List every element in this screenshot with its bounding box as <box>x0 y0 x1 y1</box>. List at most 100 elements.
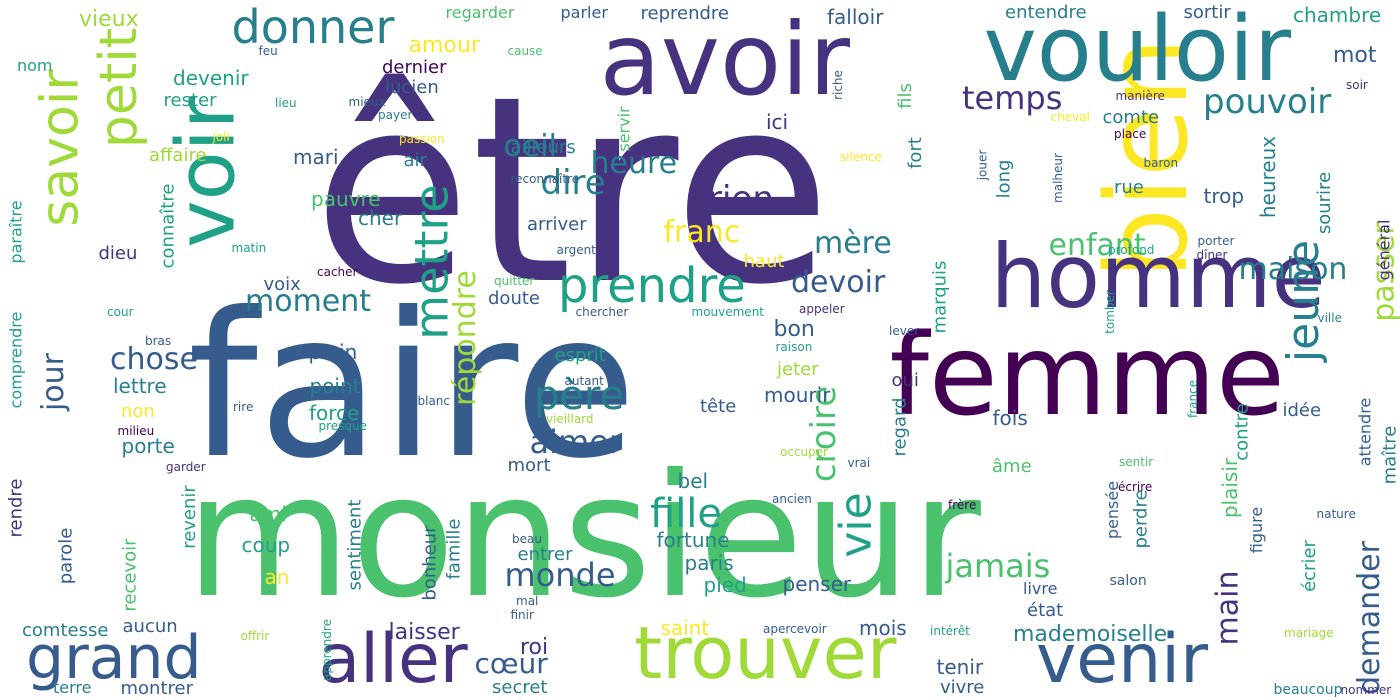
word: aucun <box>122 616 178 637</box>
word: nommer <box>1340 683 1392 697</box>
word: bonheur <box>419 525 441 601</box>
word: lever <box>889 324 920 338</box>
word: tête <box>700 396 737 417</box>
word: cher <box>358 206 403 230</box>
word: demander <box>1351 541 1387 695</box>
word: terre <box>53 678 92 697</box>
word: presque <box>318 419 368 433</box>
word: lieu <box>275 96 297 110</box>
word: attendre <box>1354 397 1374 467</box>
word: malheur <box>1050 153 1065 203</box>
word: idée <box>1282 400 1322 421</box>
word: falloir <box>827 5 884 29</box>
word: devoir <box>791 265 886 300</box>
word: long <box>992 159 1014 199</box>
word: rue <box>1114 177 1144 198</box>
word: donner <box>231 0 395 54</box>
word: beau <box>512 532 542 546</box>
word: mois <box>859 616 907 640</box>
word: silence <box>840 150 882 164</box>
word: cause <box>507 44 543 58</box>
word: raison <box>775 340 813 354</box>
word: doute <box>488 288 540 309</box>
word: nom <box>17 56 53 75</box>
word: heureux <box>1256 135 1281 219</box>
word: regarder <box>445 3 515 22</box>
word: arriver <box>527 214 587 235</box>
word: occuper <box>780 445 829 459</box>
word: figure <box>1247 506 1267 554</box>
word: âme <box>992 456 1032 477</box>
word: famille <box>442 518 464 580</box>
word: moment <box>245 284 372 319</box>
word: rendre <box>5 478 26 538</box>
word: penser <box>782 572 852 596</box>
word: mourir <box>764 383 831 407</box>
word: roi <box>520 635 549 660</box>
word: dîner <box>1196 248 1228 262</box>
word: vie <box>830 492 882 558</box>
word: servir <box>614 106 634 152</box>
word: bel <box>677 469 709 493</box>
word: sourire <box>1314 171 1336 235</box>
word: main <box>1209 570 1245 646</box>
word: beaucoup <box>1273 682 1343 698</box>
word: mal <box>516 594 539 608</box>
word: cœur <box>474 647 548 680</box>
word: général <box>1373 219 1393 281</box>
word: an <box>264 565 290 589</box>
word: entendre <box>1005 2 1087 23</box>
word: vivre <box>940 677 985 698</box>
word: comtesse <box>22 620 109 641</box>
word: fille <box>650 491 723 537</box>
word: affaire <box>149 145 207 166</box>
word: écrier <box>1298 540 1320 592</box>
word: ville <box>1317 311 1343 325</box>
word: regard <box>889 397 911 457</box>
word: ancien <box>772 492 812 506</box>
word: argent <box>556 243 596 257</box>
word: femme <box>889 311 1285 441</box>
word: baron <box>1143 156 1179 170</box>
word: contre <box>1231 403 1253 461</box>
word: enfant <box>1048 228 1146 263</box>
word: vieux <box>79 7 139 32</box>
word: prendre <box>558 258 746 314</box>
word: reconnaître <box>510 172 580 186</box>
word: fort <box>904 137 926 169</box>
word: jouer <box>974 149 989 181</box>
word: connaître <box>156 183 178 269</box>
word: pied <box>703 573 747 597</box>
word: haut <box>743 251 785 272</box>
word: mieux <box>348 95 386 109</box>
word: coup <box>241 533 291 557</box>
word: dire <box>540 163 606 203</box>
word: rester <box>163 90 217 111</box>
word: porte <box>121 434 175 458</box>
word: jour <box>36 352 72 412</box>
word: lettre <box>113 374 167 398</box>
word: point <box>309 374 361 398</box>
word: comprendre <box>5 311 25 409</box>
word: venir <box>1036 620 1209 699</box>
word: appeler <box>799 302 845 316</box>
word: aller <box>318 620 468 699</box>
word: chambre <box>1293 3 1382 27</box>
word: joli <box>212 130 230 144</box>
word: jeter <box>777 359 819 380</box>
word: intérêt <box>930 624 970 638</box>
word: montrer <box>120 678 194 699</box>
word: maître <box>1378 425 1400 485</box>
word: parole <box>54 527 76 585</box>
word: apercevoir <box>763 622 827 636</box>
word: monsieur <box>185 438 981 636</box>
word: petit <box>89 27 150 149</box>
word: matin <box>231 241 267 255</box>
word: oeil <box>503 129 557 164</box>
word: mort <box>507 455 551 476</box>
word: sortir <box>1183 2 1231 23</box>
word: rire <box>233 400 254 414</box>
word: nature <box>1316 507 1356 521</box>
word: oui <box>891 370 919 391</box>
word: rien <box>708 179 774 219</box>
